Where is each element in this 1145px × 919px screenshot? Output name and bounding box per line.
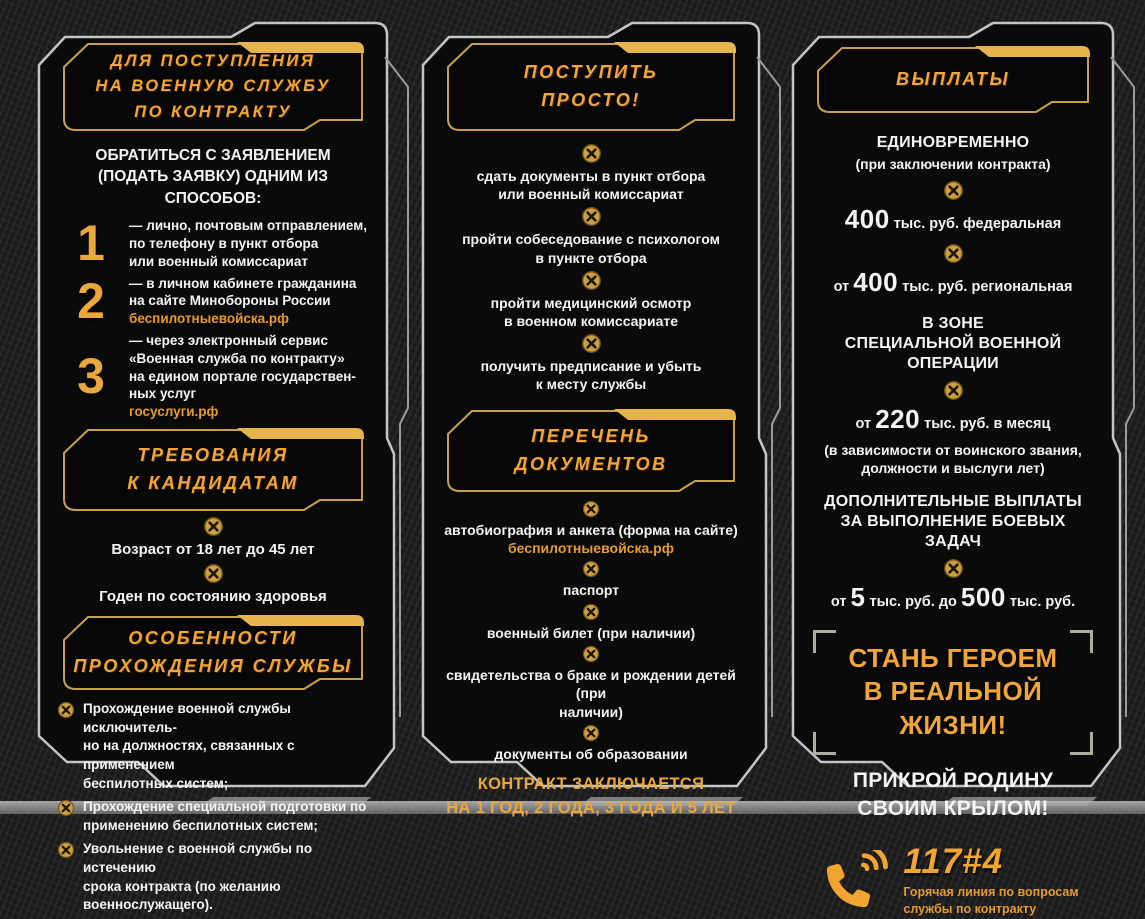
screw-bullet-icon [581,206,602,227]
regional-amount: 400 [853,267,899,298]
bonus-amount-min: 5 [850,582,866,613]
document-text: автобиография и анкета (форма на сайте) [444,521,738,538]
screw-bullet-icon [57,841,75,859]
bracket-corner [1070,629,1093,653]
admission-header: ДЛЯ ПОСТУПЛЕНИЯ НА ВОЕННУЮ СЛУЖБУ ПО КОН… [61,41,365,133]
service-features-header: ОСОБЕННОСТИ ПРОХОЖДЕНИЯ СЛУЖБЫ [61,614,365,692]
step-3-text: — через электронный сервис «Военная служ… [129,333,356,402]
payments-header-label: ВЫПЛАТЫ [896,69,1010,90]
step-3-site-link: госуслуги.рф [129,404,219,420]
feature-text: Увольнение с военной службы по истечению… [83,841,313,913]
screw-bullet-icon [943,558,964,579]
feature-text: Прохождение военной службы исключитель- … [83,701,295,791]
monthly-payment: от 220 тыс. руб. в месяц [855,404,1051,435]
federal-payment: 400 тыс. руб. федеральная [844,204,1062,234]
step-2-site-link: беспилотныевойска.рф [129,311,289,327]
service-features-header-label: ОСОБЕННОСТИ ПРОХОЖДЕНИЯ СЛУЖБЫ [73,628,353,677]
hotline-caption: Горячая линия по вопросам службы по конт… [903,884,1079,917]
join-header-label: ПОСТУПИТЬ ПРОСТО! [523,62,659,110]
lump-sum-subtitle: (при заключении контракта) [855,156,1051,172]
wing-slogan: ПРИКРОЙ РОДИНУ СВОИМ КРЫЛОМ! [852,768,1054,821]
screw-bullet-icon [582,645,600,663]
screw-bullet-icon [57,799,75,817]
regional-payment: от 400 тыс. руб. региональная [833,267,1073,298]
screw-bullet-icon [581,143,602,164]
feature-item: Прохождение специальной подготовки по пр… [57,798,369,835]
feature-item: Прохождение военной службы исключитель- … [57,700,369,793]
bracket-corner [813,629,836,653]
feature-item: Увольнение с военной службы по истечению… [57,840,369,915]
hotline-block: 117#4 Горячая линия по вопросам службы п… [811,842,1095,919]
documents-header: ПЕРЕЧЕНЬ ДОКУМЕНТОВ [445,408,737,494]
step-1-text: — лично, почтовым отправлением, по телеф… [129,218,367,269]
screw-bullet-icon [203,516,224,537]
admission-intro: ОБРАТИТЬСЯ С ЗАЯВЛЕНИЕМ (ПОДАТЬ ЗАЯВКУ) … [95,147,331,207]
step-number-3: 3 [77,347,105,404]
document-item: документы об образовании [494,745,688,762]
panel-admission: ДЛЯ ПОСТУПЛЕНИЯ НА ВОЕННУЮ СЛУЖБУ ПО КОН… [37,21,409,912]
screw-bullet-icon [943,243,964,264]
hero-slogan: СТАНЬ ГЕРОЕМ В РЕАЛЬНОЙ ЖИЗНИ! [848,642,1058,741]
requirements-header-label: ТРЕБОВАНИЯ К КАНДИДАТАМ [127,445,299,494]
admission-step-1: 1 — лично, почтовым отправлением, по тел… [63,217,369,270]
panel-how-to-join: ПОСТУПИТЬ ПРОСТО! сдать документы в пунк… [421,21,781,817]
screw-bullet-icon [57,701,75,719]
requirements-header: ТРЕБОВАНИЯ К КАНДИДАТАМ [61,427,365,513]
screw-bullet-icon [582,603,600,621]
svo-zone-title: В ЗОНЕ СПЕЦИАЛЬНОЙ ВОЕННОЙ ОПЕРАЦИИ [844,315,1062,373]
screw-bullet-icon [581,333,602,354]
documents-header-label: ПЕРЕЧЕНЬ ДОКУМЕНТОВ [514,425,668,474]
contract-duration-note: КОНТРАКТ ЗАКЛЮЧАЕТСЯ НА 1 ГОД, 2 ГОДА, 3… [446,775,736,818]
requirement-health: Годен по состоянию здоровья [99,587,327,605]
document-item: свидетельства о браке и рождении детей (… [446,667,736,720]
screw-bullet-icon [582,560,600,578]
admission-header-label: ДЛЯ ПОСТУПЛЕНИЯ НА ВОЕННУЮ СЛУЖБУ ПО КОН… [95,51,331,121]
payments-header: ВЫПЛАТЫ [815,45,1091,115]
bonus-payment: от 5 тыс. руб. до 500 тыс. руб. [830,582,1076,613]
screw-bullet-icon [581,270,602,291]
screw-bullet-icon [582,724,600,742]
step-2-text: — в личном кабинете гражданина на сайте … [129,275,357,309]
screw-bullet-icon [943,180,964,201]
panel-payments: ВЫПЛАТЫ ЕДИНОВРЕМЕННО (при заключении ко… [791,21,1135,916]
hero-slogan-frame: СТАНЬ ГЕРОЕМ В РЕАЛЬНОЙ ЖИЗНИ! [813,629,1093,755]
join-step: пройти собеседование с психологом в пунк… [462,231,720,266]
document-item: паспорт [562,582,620,599]
bonus-title: ДОПОЛНИТЕЛЬНЫЕ ВЫПЛАТЫ ЗА ВЫПОЛНЕНИЕ БОЕ… [824,493,1082,551]
join-step: сдать документы в пункт отбора или военн… [476,168,706,203]
monthly-payment-note: (в зависимости от воинского звания, долж… [824,441,1082,477]
lump-sum-title: ЕДИНОВРЕМЕННО [876,134,1030,151]
document-item: военный билет (при наличии) [486,624,696,641]
screw-bullet-icon [582,500,600,518]
step-number-1: 1 [77,215,105,272]
bonus-amount-max: 500 [960,582,1006,613]
admission-step-2: 2 — в личном кабинете гражданина на сайт… [63,275,369,328]
phone-icon [827,850,889,908]
hotline-number: 117#4 [903,841,1004,881]
screw-bullet-icon [203,563,224,584]
admission-step-3: 3 — через электронный сервис «Военная сл… [63,332,369,421]
screw-bullet-icon [943,380,964,401]
join-header: ПОСТУПИТЬ ПРОСТО! [445,41,737,133]
join-step: получить предписание и убыть к месту слу… [480,358,702,393]
monthly-amount: 220 [875,404,921,435]
feature-text: Прохождение специальной подготовки по пр… [83,799,367,833]
bracket-corner [813,731,836,755]
bracket-corner [1070,731,1093,755]
bottom-strip [0,801,1145,814]
join-step: пройти медицинский осмотр в военном коми… [490,294,692,329]
requirement-age: Возраст от 18 лет до 45 лет [111,541,315,559]
federal-amount: 400 [844,204,890,234]
document-item: автобиография и анкета (форма на сайте) … [441,521,741,557]
step-number-2: 2 [77,272,105,329]
document-site-link: беспилотныевойска.рф [508,539,674,556]
